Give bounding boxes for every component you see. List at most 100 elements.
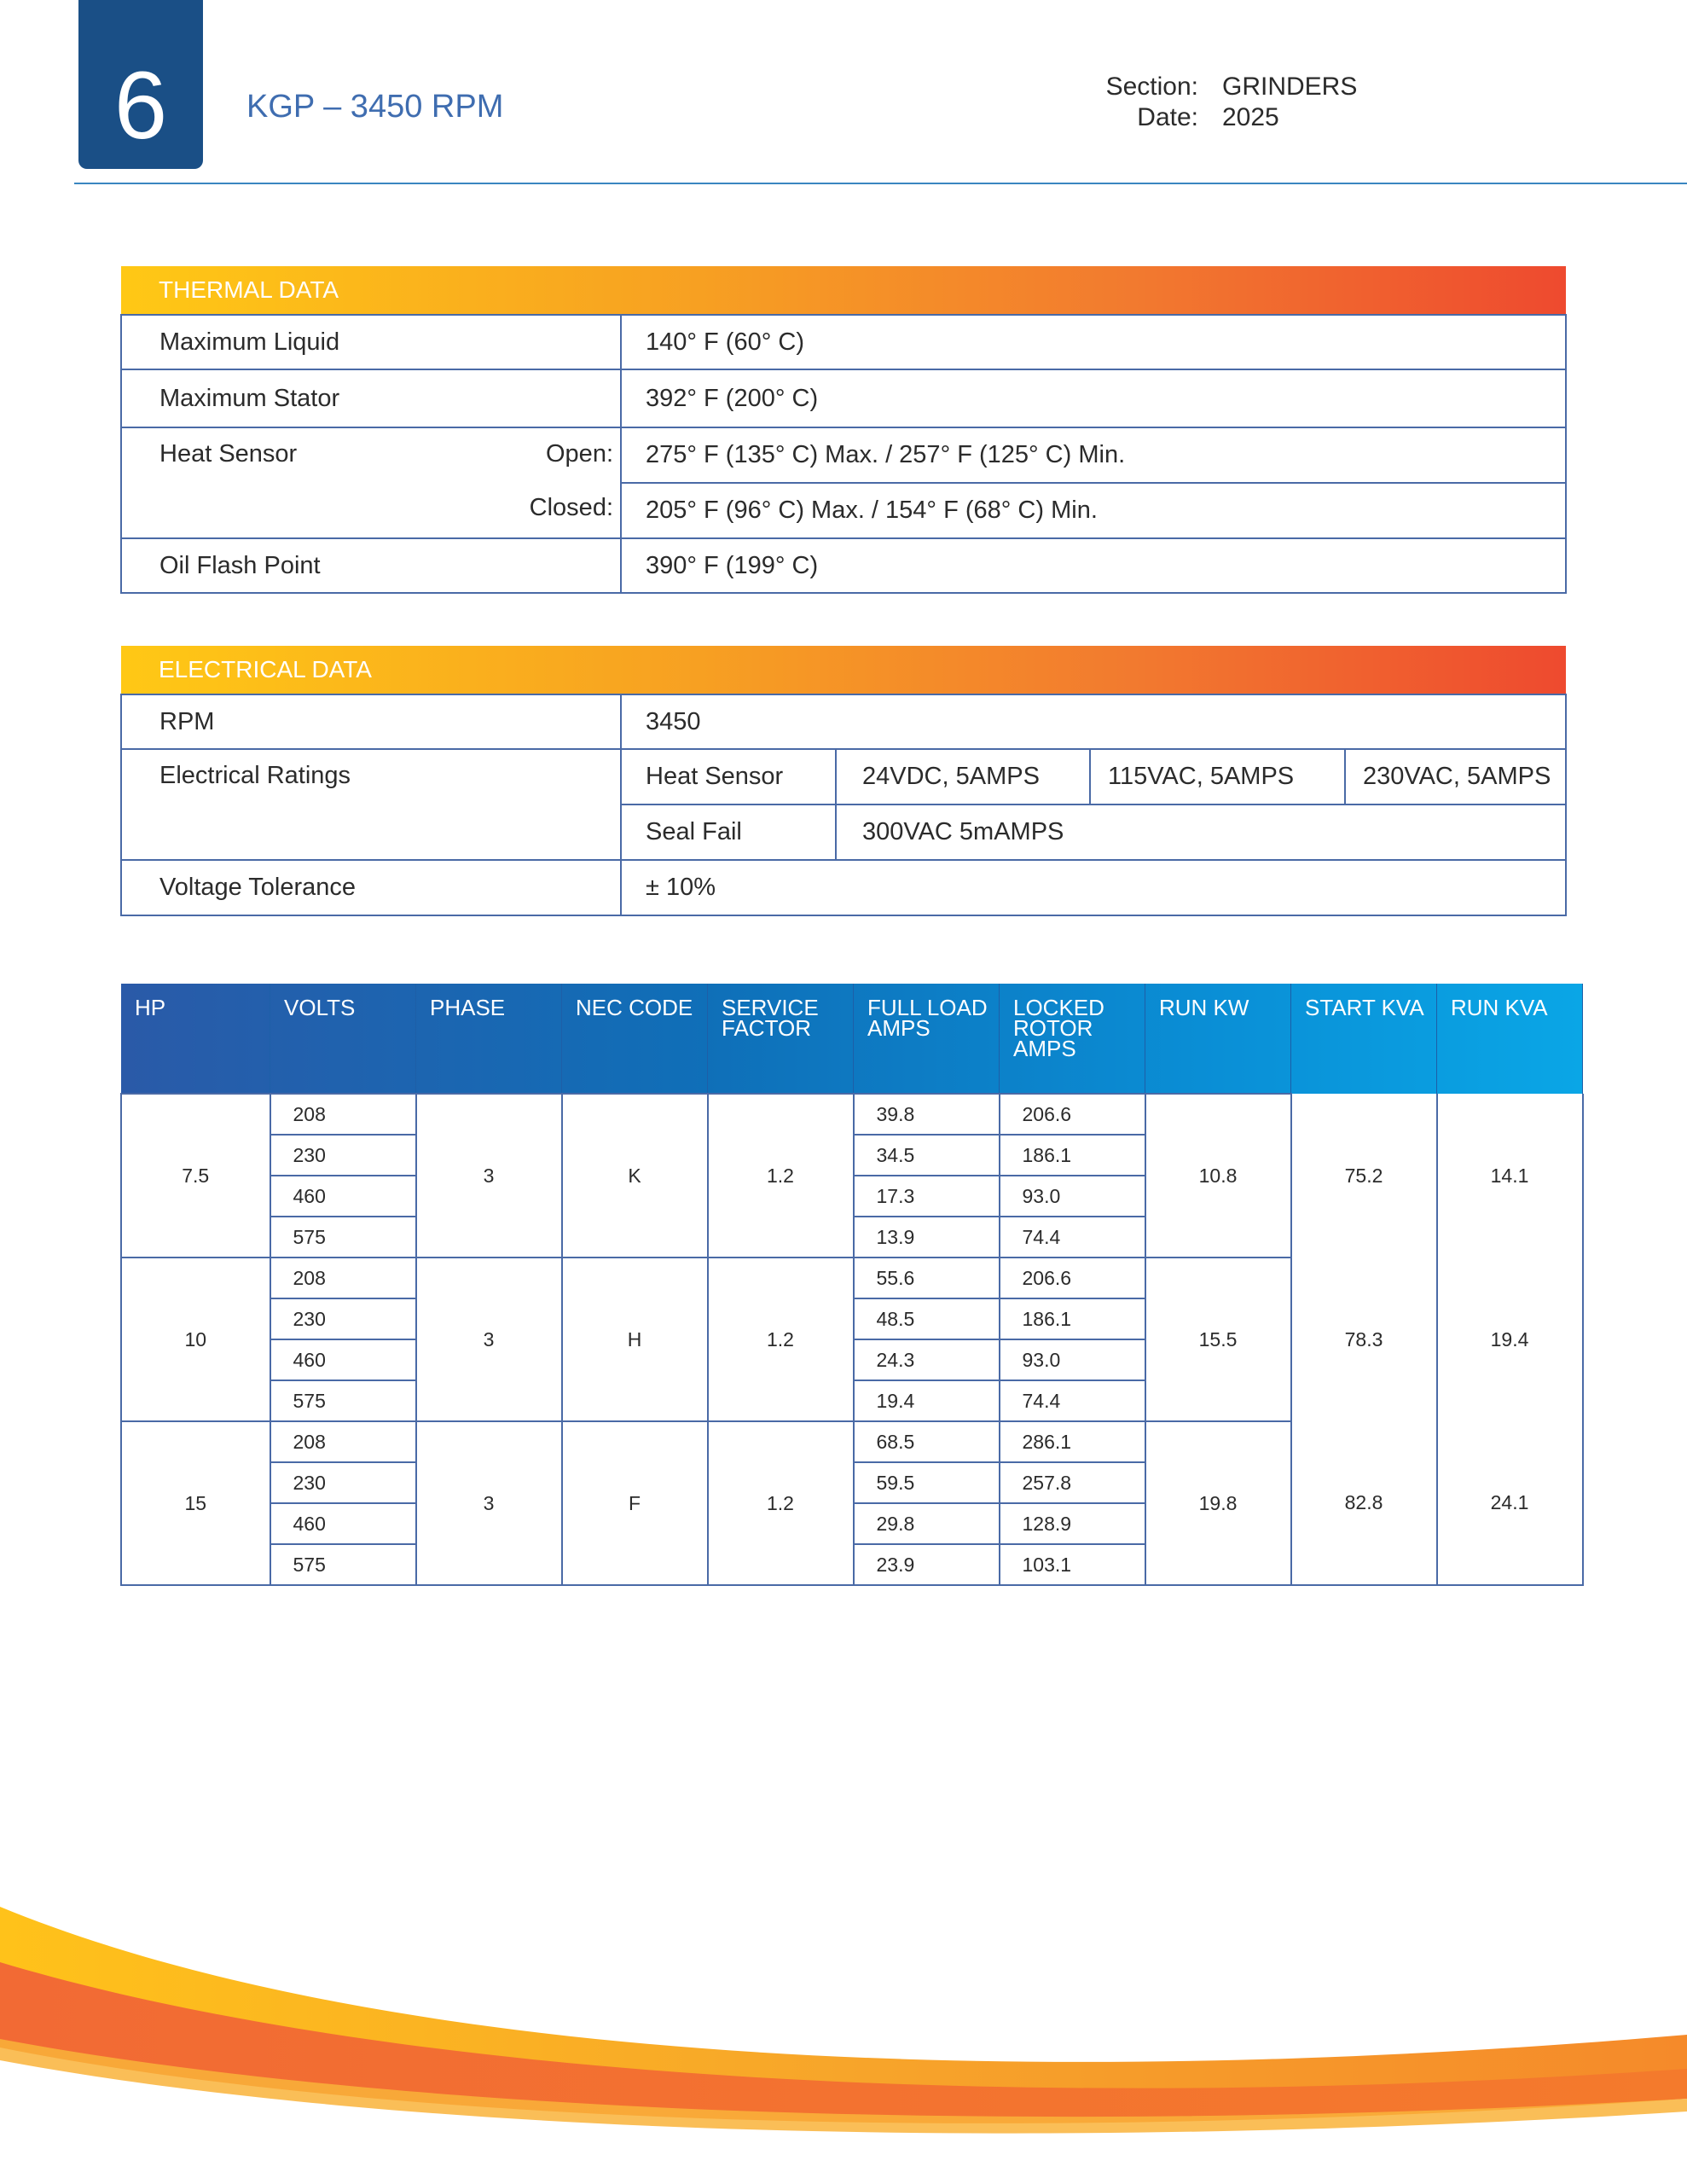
run-kw-cell: 15.5: [1144, 1257, 1292, 1422]
service-factor-cell: 1.2: [706, 1093, 855, 1258]
page-number-tab: 6: [78, 0, 203, 169]
volts-cell: 230: [269, 1134, 417, 1176]
hp-cell: 10: [120, 1257, 271, 1422]
locked-rotor-amps-cell: 206.6: [998, 1093, 1146, 1136]
heat-sensor-rating: 24VDC, 5AMPS: [835, 748, 1091, 805]
phase-cell: 3: [415, 1420, 563, 1586]
run-kw-cell: 19.8: [1144, 1420, 1292, 1586]
section-label: Section:: [1105, 73, 1198, 101]
column-header: LOCKED ROTOR AMPS: [999, 984, 1145, 1094]
full-load-amps-cell: 29.8: [852, 1502, 1000, 1545]
volts-cell: 230: [269, 1461, 417, 1504]
volts-cell: 460: [269, 1175, 417, 1217]
section-value: GRINDERS: [1222, 73, 1358, 101]
table-row: 575 23.9 103.1: [121, 1543, 1583, 1586]
thermal-data-table: THERMAL DATA Maximum Liquid 140° F (60° C…: [120, 266, 1567, 594]
locked-rotor-amps-cell: 103.1: [998, 1543, 1146, 1586]
volts-cell: 575: [269, 1543, 417, 1586]
page-number: 6: [113, 52, 168, 159]
table-row: 230 34.5 186.1: [121, 1134, 1583, 1176]
row-label: Heat Sensor: [159, 440, 298, 468]
column-header: HP: [121, 984, 270, 1094]
volts-cell: 575: [269, 1380, 417, 1422]
start-kva-cell: 78.3: [1290, 1258, 1438, 1421]
date-value: 2025: [1222, 103, 1279, 131]
column-header: PHASE: [415, 984, 562, 1094]
open-label: Open:: [546, 440, 613, 468]
locked-rotor-amps-cell: 206.6: [998, 1257, 1146, 1299]
rpm-value: 3450: [620, 694, 1567, 750]
run-kva-cell: 19.4: [1435, 1258, 1584, 1421]
table-row: 10 208 3 H 1.2 55.6 206.6 15.5 78.3 19.4: [120, 1257, 1584, 1422]
open-value: 275° F (135° C) Max. / 257° F (125° C) M…: [620, 427, 1567, 484]
full-load-amps-cell: 17.3: [852, 1175, 1000, 1217]
page-title: KGP – 3450 RPM: [246, 89, 504, 125]
hp-cell: 7.5: [120, 1093, 271, 1258]
column-header: RUN KVA: [1436, 984, 1583, 1094]
service-factor-cell: 1.2: [706, 1257, 855, 1422]
volts-cell: 460: [269, 1502, 417, 1545]
start-kva-cell: 75.2: [1290, 1094, 1438, 1258]
full-load-amps-cell: 59.5: [852, 1461, 1000, 1504]
motor-data-table: HP VOLTS PHASE NEC CODE SERVICE FACTOR FULL L…: [120, 984, 1584, 1586]
voltage-tolerance-label: Voltage Tolerance: [120, 859, 622, 916]
full-load-amps-cell: 19.4: [852, 1380, 1000, 1422]
volts-cell: 460: [269, 1339, 417, 1381]
column-header: SERVICE FACTOR: [707, 984, 854, 1094]
locked-rotor-amps-cell: 257.8: [998, 1461, 1146, 1504]
decorative-swoosh: [0, 1907, 1687, 2134]
locked-rotor-amps-cell: 74.4: [998, 1216, 1146, 1258]
full-load-amps-cell: 13.9: [852, 1216, 1000, 1258]
rpm-label: RPM: [120, 694, 622, 750]
full-load-amps-cell: 34.5: [852, 1134, 1000, 1176]
run-kw-cell: 10.8: [1144, 1093, 1292, 1258]
table-row: 230 59.5 257.8: [121, 1461, 1583, 1504]
table-row: 230 48.5 186.1: [121, 1298, 1583, 1340]
locked-rotor-amps-cell: 93.0: [998, 1175, 1146, 1217]
electrical-data-title: ELECTRICAL DATA: [121, 646, 1566, 694]
volts-cell: 208: [269, 1420, 417, 1463]
column-header: FULL LOAD AMPS: [853, 984, 1000, 1094]
table-row: 460 24.3 93.0: [121, 1339, 1583, 1381]
volts-cell: 208: [269, 1093, 417, 1136]
heat-sensor-rating: 230VAC, 5AMPS: [1344, 748, 1567, 805]
run-kva-cell: 14.1: [1435, 1094, 1584, 1258]
full-load-amps-cell: 24.3: [852, 1339, 1000, 1381]
column-header: NEC CODE: [561, 984, 708, 1094]
run-kva-cell: 24.1: [1435, 1421, 1584, 1586]
nec-code-cell: K: [560, 1093, 709, 1258]
column-header: VOLTS: [270, 984, 416, 1094]
phase-cell: 3: [415, 1257, 563, 1422]
full-load-amps-cell: 48.5: [852, 1298, 1000, 1340]
locked-rotor-amps-cell: 186.1: [998, 1298, 1146, 1340]
service-factor-cell: 1.2: [706, 1420, 855, 1586]
full-load-amps-cell: 39.8: [852, 1093, 1000, 1136]
heat-sensor-cell: Heat Sensor Open: Closed:: [120, 427, 622, 539]
row-label: Oil Flash Point: [120, 537, 622, 594]
column-header: RUN KW: [1145, 984, 1291, 1094]
locked-rotor-amps-cell: 186.1: [998, 1134, 1146, 1176]
volts-cell: 575: [269, 1216, 417, 1258]
electrical-ratings-label: Electrical Ratings: [120, 748, 622, 861]
voltage-tolerance-value: ± 10%: [620, 859, 1567, 916]
row-value: 390° F (199° C): [620, 537, 1567, 594]
phase-cell: 3: [415, 1093, 563, 1258]
locked-rotor-amps-cell: 93.0: [998, 1339, 1146, 1381]
seal-fail-label: Seal Fail: [620, 804, 837, 861]
electrical-data-table: ELECTRICAL DATA RPM 3450 Electrical Ratin…: [120, 646, 1567, 916]
table-row: 575 13.9 74.4: [121, 1216, 1583, 1258]
start-kva-cell: 82.8: [1290, 1421, 1438, 1586]
row-label: Maximum Liquid: [120, 314, 622, 370]
volts-cell: 230: [269, 1298, 417, 1340]
closed-label: Closed:: [529, 494, 613, 521]
locked-rotor-amps-cell: 128.9: [998, 1502, 1146, 1545]
full-load-amps-cell: 68.5: [852, 1420, 1000, 1463]
nec-code-cell: F: [560, 1420, 709, 1586]
full-load-amps-cell: 55.6: [852, 1257, 1000, 1299]
document-meta: Section: GRINDERS Date: 2025: [1058, 72, 1358, 133]
volts-cell: 208: [269, 1257, 417, 1299]
table-row: 460 29.8 128.9: [121, 1502, 1583, 1545]
nec-code-cell: H: [560, 1257, 709, 1422]
row-value: 392° F (200° C): [620, 369, 1567, 428]
table-row: 7.5 208 3 K 1.2 39.8 206.6 10.8 75.2 14.1: [120, 1093, 1584, 1258]
